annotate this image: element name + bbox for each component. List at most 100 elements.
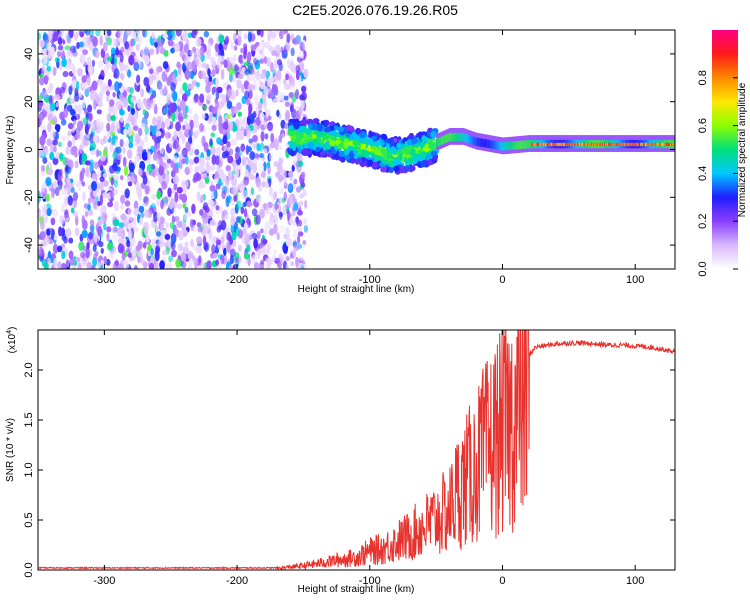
noise-cell bbox=[100, 247, 104, 254]
noise-cell bbox=[171, 215, 176, 224]
noise-cell bbox=[271, 50, 278, 56]
band-peak bbox=[553, 142, 555, 147]
band-peak bbox=[650, 142, 652, 147]
noise-cell bbox=[215, 91, 220, 100]
noise-cell bbox=[106, 37, 113, 46]
signal-cell bbox=[322, 135, 330, 141]
noise-cell bbox=[159, 157, 163, 165]
noise-cell bbox=[260, 73, 266, 79]
band-core bbox=[444, 135, 446, 144]
signal-cell bbox=[359, 161, 366, 167]
noise-cell bbox=[295, 216, 300, 224]
noise-cell bbox=[235, 216, 241, 223]
noise-cell bbox=[73, 104, 79, 112]
noise-cell bbox=[176, 61, 181, 69]
signal-cell bbox=[427, 159, 433, 166]
noise-cell bbox=[156, 66, 163, 73]
noise-cell bbox=[107, 242, 113, 250]
noise-cell bbox=[98, 78, 104, 87]
noise-cell bbox=[170, 249, 178, 258]
noise-cell bbox=[266, 78, 272, 88]
noise-cell bbox=[181, 147, 188, 158]
noise-cell bbox=[153, 211, 158, 223]
signal-cell bbox=[361, 157, 366, 163]
noise-cell bbox=[299, 193, 304, 199]
noise-cell bbox=[262, 239, 268, 245]
noise-cell bbox=[59, 30, 64, 36]
noise-cell bbox=[211, 200, 215, 211]
band-core bbox=[469, 135, 471, 144]
noise-cell bbox=[235, 226, 240, 237]
noise-cell bbox=[226, 231, 231, 241]
band-peak bbox=[599, 142, 601, 147]
noise-cell bbox=[207, 41, 212, 52]
noise-cell bbox=[98, 241, 104, 248]
noise-cell bbox=[89, 141, 96, 152]
band-peak bbox=[663, 142, 666, 147]
noise-cell bbox=[298, 51, 305, 59]
noise-cell bbox=[81, 99, 86, 109]
band-peak bbox=[547, 142, 549, 147]
band-peak bbox=[582, 142, 585, 147]
band-peak bbox=[673, 142, 675, 147]
signal-cell bbox=[319, 138, 325, 144]
noise-cell bbox=[205, 155, 211, 161]
noise-cell bbox=[64, 45, 71, 51]
noise-cell bbox=[130, 107, 135, 116]
noise-cell bbox=[249, 75, 254, 82]
noise-cell bbox=[209, 112, 213, 123]
band-core bbox=[494, 140, 496, 150]
noise-cell bbox=[52, 131, 56, 138]
noise-cell bbox=[210, 146, 216, 156]
noise-cell bbox=[119, 93, 124, 102]
noise-cell bbox=[103, 255, 108, 266]
noise-cell bbox=[97, 261, 101, 268]
noise-cell bbox=[62, 70, 69, 78]
noise-cell bbox=[78, 30, 84, 37]
noise-cell bbox=[71, 136, 76, 147]
noise-cell bbox=[172, 91, 178, 102]
band-peak bbox=[575, 142, 577, 147]
noise-cell bbox=[293, 202, 299, 212]
noise-cell bbox=[283, 95, 289, 101]
noise-cell bbox=[240, 143, 246, 152]
noise-cell bbox=[109, 99, 115, 107]
noise-cell bbox=[166, 158, 172, 164]
noise-cell bbox=[298, 106, 303, 116]
noise-cell bbox=[120, 194, 126, 204]
noise-cell bbox=[232, 189, 237, 196]
band-peak bbox=[543, 142, 546, 147]
band-peak bbox=[642, 142, 644, 147]
noise-cell bbox=[203, 30, 210, 38]
noise-cell bbox=[222, 135, 228, 145]
noise-cell bbox=[167, 39, 174, 47]
signal-cell bbox=[343, 141, 349, 148]
band-peak bbox=[538, 142, 541, 147]
noise-cell bbox=[128, 142, 134, 149]
band-peak bbox=[622, 142, 624, 147]
noise-cell bbox=[152, 169, 156, 178]
noise-cell bbox=[179, 49, 186, 58]
band-peak bbox=[564, 142, 566, 147]
noise-cell bbox=[135, 30, 141, 35]
noise-cell bbox=[231, 232, 237, 241]
noise-cell bbox=[38, 76, 45, 86]
noise-cell bbox=[173, 182, 178, 191]
band-peak bbox=[667, 142, 670, 147]
noise-cell bbox=[221, 128, 227, 135]
band-peak bbox=[651, 142, 654, 147]
noise-cell bbox=[199, 46, 205, 57]
noise-cell bbox=[138, 127, 143, 137]
colorbar-tick-label: 0.6 bbox=[697, 118, 709, 133]
y-tick-label: 40 bbox=[23, 48, 35, 60]
noise-cell bbox=[247, 256, 251, 267]
noise-cell bbox=[145, 234, 150, 243]
noise-cell bbox=[165, 221, 170, 229]
band-peak bbox=[581, 142, 584, 147]
noise-cell bbox=[66, 37, 72, 44]
noise-cell bbox=[242, 189, 249, 200]
noise-cell bbox=[52, 66, 57, 76]
band-peak bbox=[643, 142, 646, 147]
band-core bbox=[520, 140, 522, 150]
noise-cell bbox=[136, 74, 141, 84]
